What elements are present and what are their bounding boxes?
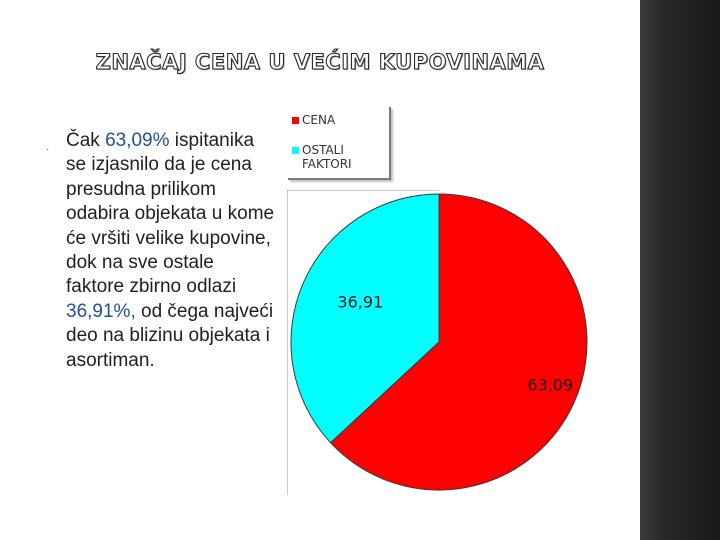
body-text-part-3: od čega najveći deo na blizinu objekata … bbox=[66, 300, 274, 371]
pie-slice-ostali-faktori bbox=[290, 193, 440, 444]
legend-item-cena: CENA bbox=[292, 113, 336, 127]
highlight-price-percent: 63,09% bbox=[105, 130, 170, 151]
chart-legend: CENA OSTALI FAKTORI bbox=[288, 107, 391, 180]
decorative-side-band bbox=[640, 0, 720, 540]
pie-slice-cena bbox=[329, 193, 588, 491]
body-text-part-2: ispitanika se izjasnilo da je cena presu… bbox=[66, 130, 275, 298]
bullet-icon: · bbox=[46, 144, 50, 155]
pie-chart: 63,09 36,91 bbox=[286, 189, 588, 495]
legend-swatch-cena bbox=[292, 117, 299, 124]
highlight-other-percent: 36,91%, bbox=[66, 300, 136, 322]
legend-label-ostali-line1: OSTALI bbox=[302, 143, 344, 157]
data-label-ostali-faktori: 36,91 bbox=[337, 293, 383, 312]
legend-item-ostali-faktori: OSTALI FAKTORI bbox=[292, 143, 352, 171]
body-paragraph: Čak 63,09% ispitanika se izjasnilo da je… bbox=[66, 129, 276, 373]
legend-label-ostali-line2: FAKTORI bbox=[302, 157, 352, 171]
legend-swatch-ostali-faktori bbox=[292, 147, 299, 154]
legend-label-cena: CENA bbox=[302, 113, 336, 127]
data-label-cena: 63,09 bbox=[527, 376, 573, 395]
body-text-part-1: Čak bbox=[66, 130, 106, 151]
chart-plot-area: 63,09 36,91 bbox=[286, 189, 592, 495]
slide-title: ZNAČAJ CENA U VEĆIM KUPOVINAMA bbox=[95, 49, 545, 74]
